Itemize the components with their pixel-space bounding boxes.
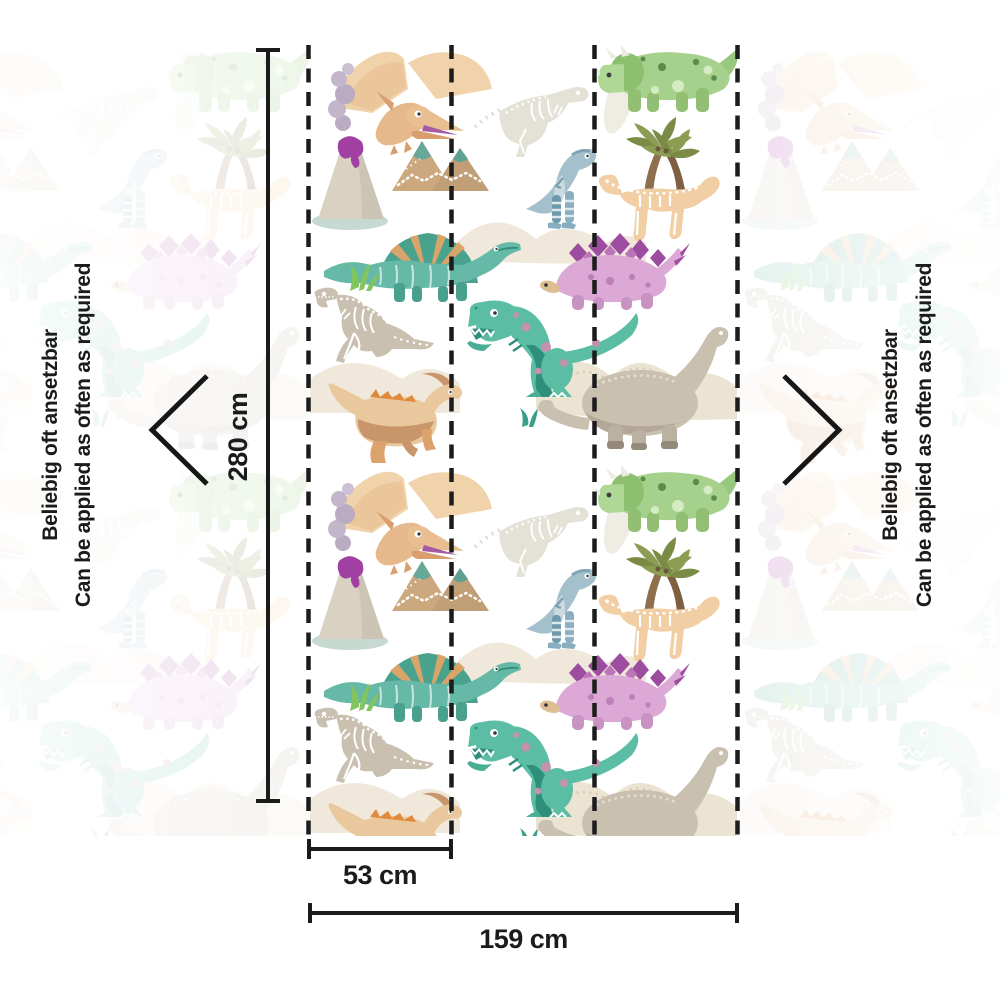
side-label-left-german: Beliebig oft ansetzbar (39, 329, 62, 541)
repeat-left-chevron-icon (148, 374, 209, 486)
side-label-right-english: Can be applied as often as required (913, 263, 936, 607)
side-label-left: Beliebig oft ansetzbar Can be applied as… (39, 263, 95, 607)
wallpaper-mural (308, 45, 738, 836)
side-label-left-english: Can be applied as often as required (72, 263, 95, 607)
height-measurement-label: 280 cm (223, 393, 253, 482)
panel-width-dimension: 53 cm (307, 839, 453, 890)
panel-width-label: 53 cm (343, 860, 417, 890)
repeat-right-chevron-icon (782, 374, 843, 486)
left-fade-overlay (0, 45, 308, 836)
side-label-right-german: Beliebig oft ansetzbar (879, 329, 902, 541)
total-width-label: 159 cm (479, 924, 568, 954)
total-width-dimension: 159 cm (308, 903, 739, 954)
right-fade-overlay (737, 45, 1000, 836)
height-dimension: 280 cm (223, 48, 280, 803)
side-label-right: Beliebig oft ansetzbar Can be applied as… (879, 263, 936, 607)
panel-seam-lines (306, 45, 740, 836)
